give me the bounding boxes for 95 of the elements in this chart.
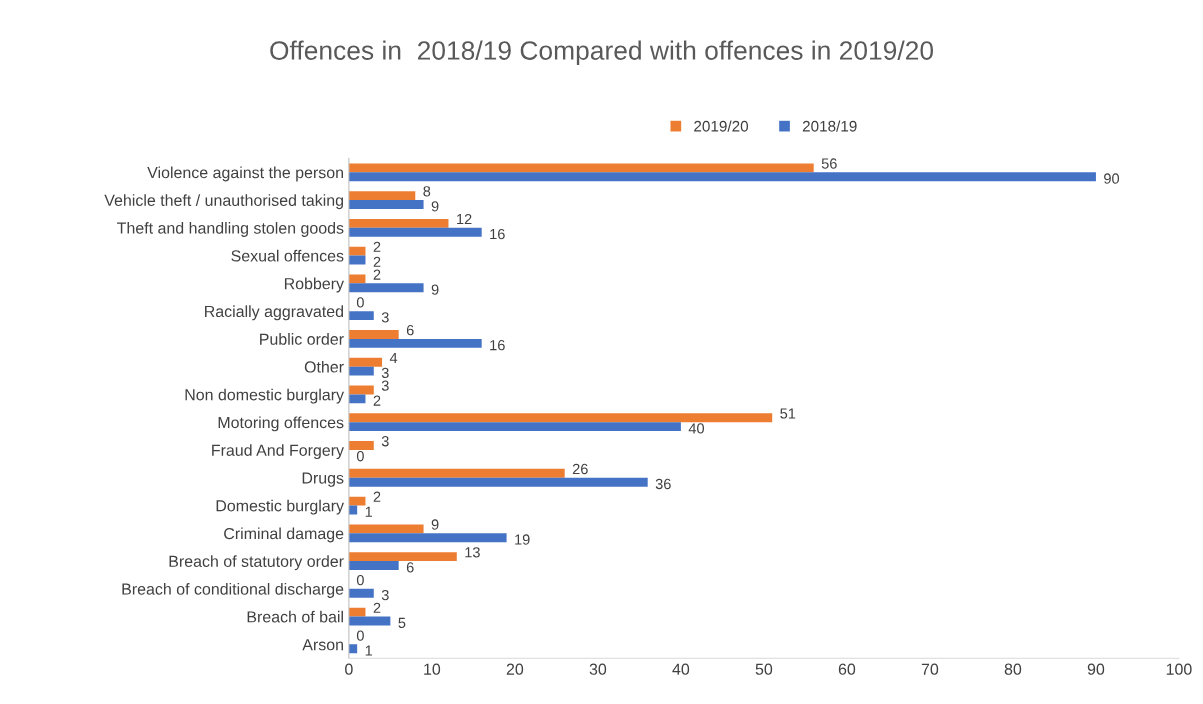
y-tick-label: Non domestic burglary [185,388,344,404]
data-label: 36 [655,478,671,490]
x-tick-label: 10 [424,663,441,675]
data-label: 0 [356,574,364,586]
data-label: 16 [490,228,505,240]
bar [348,191,416,201]
data-label: 3 [381,367,389,379]
data-label: 2 [373,256,381,267]
y-tick-label: Fraud And Forgery [212,444,344,460]
bar [348,366,374,376]
data-label: 2 [373,395,381,406]
data-label: 12 [457,213,472,225]
bar [348,357,383,367]
bar [348,172,1096,182]
data-label: 19 [515,534,530,545]
data-label: 51 [780,408,796,419]
bar [348,552,457,562]
data-label: 2 [373,602,381,613]
bar [348,330,399,339]
y-tick-label: Criminal damage [224,527,344,543]
data-label: 9 [431,201,439,212]
data-label: 9 [431,284,439,295]
data-label: 26 [572,463,588,475]
y-tick-label: Robbery [284,277,344,293]
x-tick-label: 70 [921,663,939,675]
data-label: 0 [356,630,364,641]
bar [348,524,424,534]
data-label: 3 [381,380,389,391]
data-label: 0 [356,297,364,308]
y-tick-label: Vehicle theft / unauthorised taking [104,194,343,210]
x-tick-label: 100 [1166,663,1192,675]
y-tick-label: Theft and handling stolen goods [117,222,344,237]
bar [348,607,366,617]
bar [348,468,565,478]
x-tick-label: 90 [1087,663,1105,675]
x-tick-label: 30 [589,663,607,675]
x-tick-label: 60 [838,663,856,675]
data-label: 0 [356,451,364,462]
data-label: 3 [381,436,389,447]
data-label: 6 [406,324,414,336]
bar [348,311,374,321]
x-tick-label: 80 [1004,663,1022,675]
data-label: 1 [365,645,373,656]
data-label: 2 [373,241,381,252]
y-tick-label: Other [304,360,344,373]
bar [348,274,366,284]
bar [348,413,773,423]
data-label: 90 [1104,173,1120,184]
data-label: 5 [398,617,406,628]
data-label: 2 [373,491,381,502]
bar [348,283,424,293]
y-tick-label: Motoring offences [218,416,344,432]
bar [348,218,449,228]
bar [348,163,814,173]
y-tick-label: Breach of conditional discharge [122,583,344,598]
chart-title: Offences in 2018/19 Compared with offences in 2019/20 [270,40,934,66]
y-tick-label: Sexual offences [231,249,344,262]
legend-label: 2019/20 [694,120,749,132]
bar [348,561,399,570]
bar [348,496,366,506]
x-tick-label: 50 [755,663,773,675]
y-tick-label: Violence against the person [147,166,343,182]
bar [348,338,482,348]
data-label: 9 [431,519,439,530]
bar [348,441,374,450]
data-label: 6 [406,562,414,573]
y-tick-label: Racially aggravated [205,305,343,321]
bar [348,588,374,598]
bar [348,422,681,432]
data-label: 3 [381,589,389,601]
data-label: 2 [373,269,381,280]
data-label: 13 [465,547,480,558]
bar [348,246,366,256]
y-tick-label: Domestic burglary [216,499,344,515]
data-label: 4 [389,352,398,363]
x-tick-label: 20 [506,663,524,675]
data-label: 40 [688,423,705,434]
legend-label: 2018/19 [802,120,857,132]
x-tick-label: 0 [345,663,353,675]
y-tick-label: Drugs [302,472,344,487]
y-tick-label: Breach of statutory order [169,555,344,571]
data-label: 8 [423,186,431,197]
bar [348,477,648,487]
y-tick-label: Breach of bail [247,610,343,623]
y-tick-label: Arson [302,639,343,651]
x-tick-label: 40 [672,663,690,675]
data-label: 56 [821,158,837,169]
bar [348,533,507,543]
data-label: 16 [490,339,505,351]
data-label: 1 [365,506,373,517]
y-tick-label: Public order [260,333,344,345]
data-label: 3 [381,312,389,323]
bar [348,227,482,237]
bar [348,200,424,209]
bar [348,394,366,404]
